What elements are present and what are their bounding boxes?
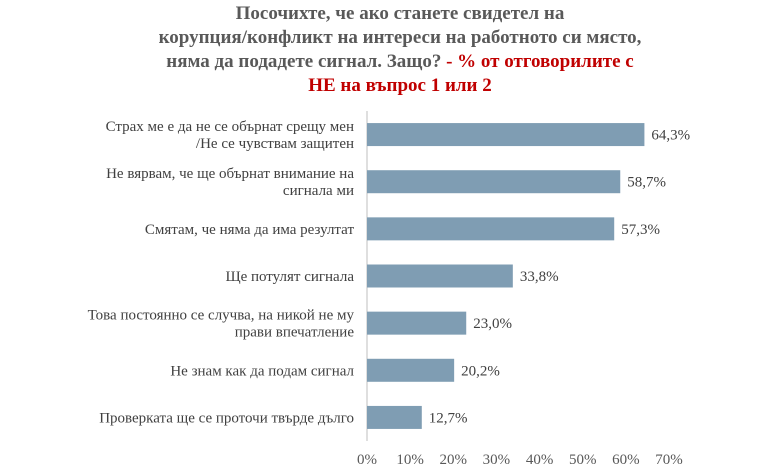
x-tick-label: 10% xyxy=(396,452,424,468)
bar xyxy=(367,123,645,147)
category-label: Не вярвам, че ще обърнат внимание на xyxy=(106,166,354,182)
category-label: /Не се чувствам защитен xyxy=(196,136,354,152)
data-label: 33,8% xyxy=(520,269,559,285)
x-tick-label: 20% xyxy=(440,452,468,468)
category-label: Това постоянно се случва, на никой не му xyxy=(88,308,355,324)
bar xyxy=(367,170,621,194)
x-tick-label: 50% xyxy=(569,452,597,468)
x-tick-label: 30% xyxy=(483,452,511,468)
category-label: сигнала ми xyxy=(283,183,354,199)
bar xyxy=(367,311,467,335)
category-label: Проверката ще се проточи твърде дълго xyxy=(99,410,354,426)
bar xyxy=(367,217,615,241)
chart-title: Посочихте, че ако станете свидетел на ко… xyxy=(150,2,650,98)
data-label: 57,3% xyxy=(621,222,660,238)
x-tick-label: 60% xyxy=(612,452,640,468)
data-label: 23,0% xyxy=(473,316,512,332)
category-label: Страх ме е да не се обърнат срещу мен xyxy=(106,119,354,135)
title-line-3-main: няма да подадете сигнал. Защо? xyxy=(166,51,447,72)
title-line-4-highlight: НЕ на въпрос 1 или 2 xyxy=(308,75,492,96)
title-line-2: корупция/конфликт на интереси на работно… xyxy=(158,27,642,48)
category-label: Смятам, че няма да има резултат xyxy=(145,222,355,238)
title-line-3: няма да подадете сигнал. Защо? - % от от… xyxy=(150,50,650,74)
category-label: Не знам как да подам сигнал xyxy=(170,363,354,379)
title-line-3-highlight: - % от отговорилите с xyxy=(446,51,634,72)
data-label: 20,2% xyxy=(461,363,500,379)
title-line-1: Посочихте, че ако станете свидетел на xyxy=(235,3,565,24)
x-tick-label: 70% xyxy=(655,452,683,468)
bar xyxy=(367,405,422,429)
x-tick-label: 0% xyxy=(357,452,377,468)
data-label: 64,3% xyxy=(651,128,690,144)
bar xyxy=(367,358,455,382)
category-label: прави впечатление xyxy=(235,325,355,341)
data-label: 58,7% xyxy=(627,175,666,191)
x-tick-label: 40% xyxy=(526,452,554,468)
bar xyxy=(367,264,513,288)
data-label: 12,7% xyxy=(429,410,468,426)
category-label: Ще потулят сигнала xyxy=(225,269,354,285)
